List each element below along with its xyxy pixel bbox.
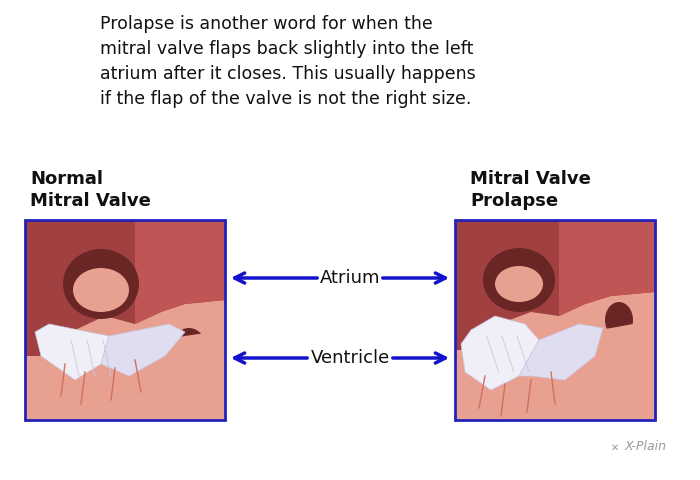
Text: X-Plain: X-Plain: [625, 440, 667, 453]
Bar: [455, 220, 655, 420]
Ellipse shape: [63, 249, 139, 319]
Polygon shape: [35, 324, 109, 380]
Ellipse shape: [171, 328, 207, 372]
Polygon shape: [455, 220, 655, 380]
Polygon shape: [101, 324, 185, 376]
Bar: [25, 220, 225, 420]
Ellipse shape: [495, 266, 543, 302]
Text: Ventricle: Ventricle: [310, 349, 390, 367]
Text: ✕: ✕: [611, 443, 619, 453]
Polygon shape: [135, 220, 225, 324]
Polygon shape: [519, 324, 603, 380]
Text: Mitral Valve
Prolapse: Mitral Valve Prolapse: [470, 170, 591, 210]
Ellipse shape: [619, 341, 643, 371]
Ellipse shape: [605, 302, 633, 338]
Polygon shape: [25, 220, 225, 390]
Text: Prolapse is another word for when the
mitral valve flaps back slightly into the : Prolapse is another word for when the mi…: [100, 15, 476, 108]
Ellipse shape: [483, 248, 555, 312]
Polygon shape: [461, 316, 539, 390]
Bar: [25, 220, 225, 420]
Bar: [455, 220, 655, 420]
Polygon shape: [25, 330, 225, 420]
Polygon shape: [455, 320, 655, 420]
Ellipse shape: [73, 268, 129, 312]
Text: Normal
Mitral Valve: Normal Mitral Valve: [30, 170, 151, 210]
Text: Atrium: Atrium: [320, 269, 380, 287]
Polygon shape: [559, 220, 655, 316]
